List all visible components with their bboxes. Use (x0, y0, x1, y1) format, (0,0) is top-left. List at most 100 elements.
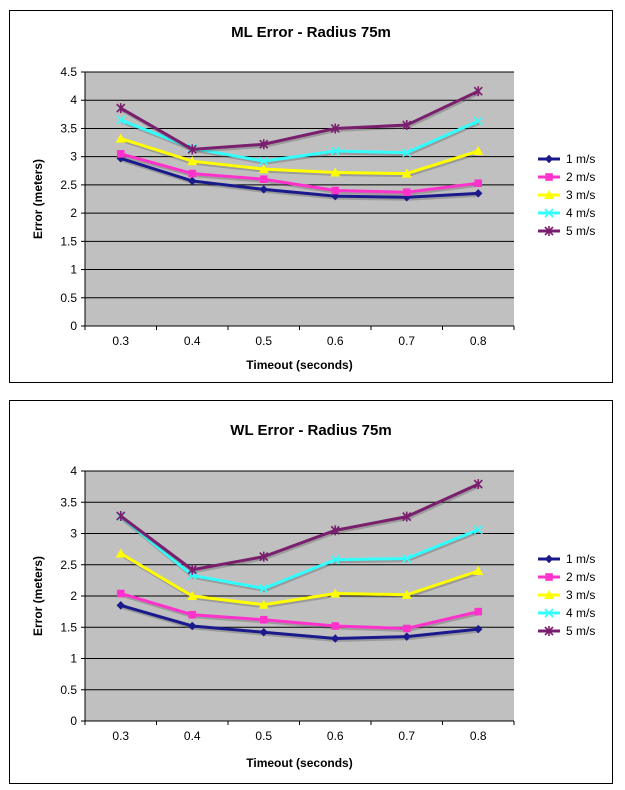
y-tick-label: 0 (70, 319, 77, 333)
legend-entry: 3 m/s (538, 188, 595, 202)
legend-entry: 1 m/s (538, 552, 595, 566)
legend-label: 2 m/s (566, 170, 595, 184)
data-point (259, 139, 269, 150)
data-point (402, 632, 411, 641)
legend-label: 5 m/s (566, 624, 595, 638)
legend-label: 1 m/s (566, 152, 595, 166)
series-line (120, 89, 479, 151)
data-point (187, 144, 197, 155)
data-point (401, 168, 412, 178)
series-line-shadow (121, 154, 480, 196)
y-tick-label: 3 (70, 527, 77, 541)
legend-label: 3 m/s (566, 588, 595, 602)
legend-entry: 1 m/s (538, 152, 595, 166)
data-point (259, 175, 268, 184)
plot-background (85, 72, 514, 326)
y-tick-label: 1.5 (60, 234, 77, 248)
series-line (120, 137, 479, 176)
series-line-shadow (121, 139, 480, 178)
series-line (119, 482, 479, 572)
data-point (330, 167, 341, 177)
legend-entry: 2 m/s (538, 570, 595, 584)
x-tick-label: 0.4 (184, 334, 201, 348)
series-3-m-s (115, 548, 484, 609)
legend-entry: 5 m/s (538, 224, 595, 238)
chart-title: WL Error - Radius 75m (230, 422, 391, 439)
legend-entry: 4 m/s (538, 206, 595, 220)
data-point (258, 599, 269, 609)
data-point (473, 116, 483, 126)
data-point (331, 634, 340, 643)
data-point (258, 164, 269, 174)
y-tick-label: 0 (70, 714, 77, 728)
series-line (120, 592, 479, 631)
y-tick-label: 2.5 (60, 558, 77, 572)
data-point (187, 564, 197, 575)
data-point (331, 186, 340, 195)
data-point (331, 622, 340, 630)
y-tick-label: 1 (70, 263, 77, 277)
series-line-shadow (121, 158, 480, 201)
series-line (119, 552, 479, 607)
y-tick-label: 1 (70, 652, 77, 666)
legend-marker (544, 626, 554, 636)
legend-marker (544, 208, 554, 218)
legend-entry: 5 m/s (538, 624, 595, 638)
data-point (473, 479, 483, 490)
legend-label: 3 m/s (566, 188, 595, 202)
x-axis-label: Timeout (seconds) (246, 358, 352, 372)
y-tick-label: 0.5 (60, 291, 77, 305)
series-1-m-s (116, 154, 483, 202)
series-2-m-s (116, 589, 483, 633)
data-point (330, 123, 340, 134)
data-point (330, 588, 341, 598)
ml-error-chart-panel: ML Error - Radius 75m Timeout (seconds) … (9, 10, 613, 383)
legend-marker (544, 608, 554, 618)
data-point (401, 589, 412, 599)
legend-entry: 3 m/s (538, 588, 595, 602)
legend-label: 1 m/s (566, 552, 595, 566)
y-tick-label: 3 (70, 150, 77, 164)
x-tick-label: 0.6 (327, 729, 344, 743)
legend-entry: 2 m/s (538, 170, 595, 184)
y-tick-label: 1.5 (60, 620, 77, 634)
data-point (473, 525, 483, 535)
data-point (187, 591, 198, 600)
ml-error-chart: ML Error - Radius 75m Timeout (seconds) … (31, 24, 595, 372)
x-tick-label: 0.5 (255, 334, 272, 348)
x-tick-label: 0.7 (398, 729, 415, 743)
data-point (115, 133, 126, 143)
data-point (116, 115, 126, 125)
data-point (259, 185, 268, 194)
legend-marker (545, 573, 553, 581)
legend-marker (544, 226, 554, 236)
data-point (116, 150, 125, 158)
data-point (116, 103, 126, 114)
legend-marker (544, 554, 554, 564)
y-tick-label: 2 (70, 206, 77, 220)
data-point (188, 610, 197, 619)
data-point (259, 156, 269, 166)
data-point (330, 525, 340, 536)
data-point (402, 120, 412, 131)
data-point (187, 156, 198, 166)
data-point (116, 601, 125, 610)
y-axis-label: Error (meters) (31, 159, 45, 239)
x-tick-label: 0.7 (398, 334, 415, 348)
wl-error-chart: WL Error - Radius 75m Timeout (seconds) … (31, 422, 595, 770)
chart-title: ML Error - Radius 75m (231, 24, 391, 41)
y-tick-label: 0.5 (60, 683, 77, 697)
y-tick-label: 3.5 (60, 121, 77, 135)
y-axis-label: Error (meters) (31, 556, 45, 636)
plot-area (81, 71, 515, 330)
x-tick-label: 0.8 (470, 334, 487, 348)
x-tick-label: 0.4 (184, 729, 201, 743)
x-tick-label: 0.8 (470, 729, 487, 743)
legend-marker (544, 590, 554, 599)
data-point (473, 146, 484, 156)
data-point (474, 607, 483, 616)
data-point (115, 548, 126, 558)
data-point (330, 146, 340, 156)
data-point (116, 589, 125, 598)
data-point (402, 511, 412, 522)
